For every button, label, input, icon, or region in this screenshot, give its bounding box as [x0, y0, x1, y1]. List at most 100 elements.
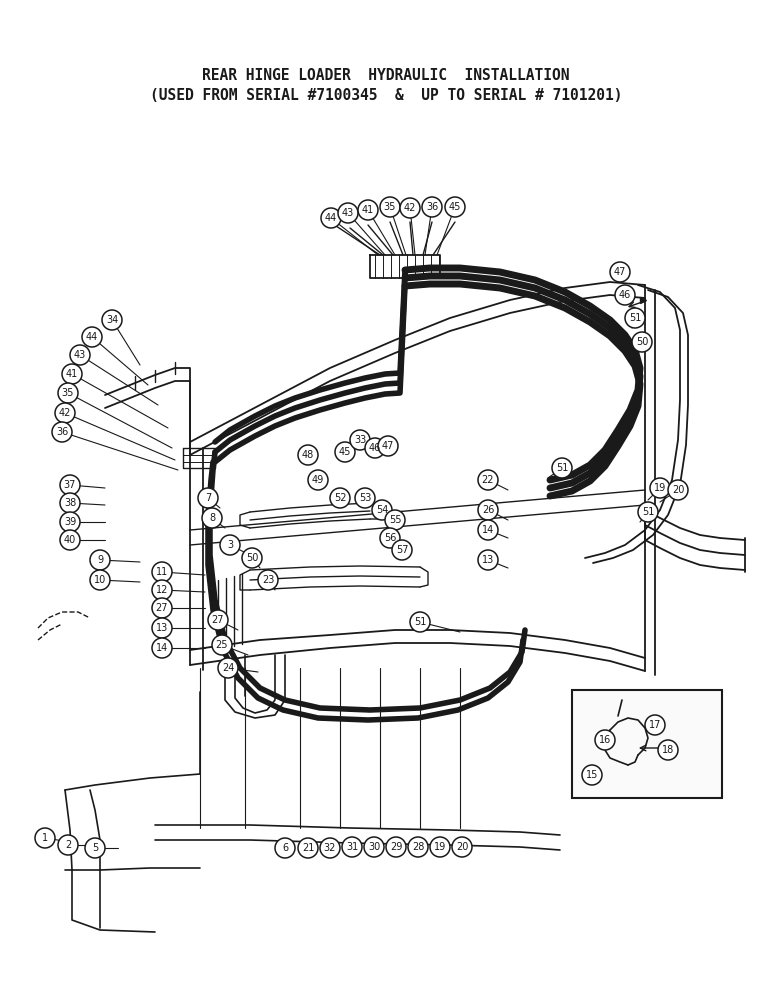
- Text: 20: 20: [455, 842, 468, 852]
- Circle shape: [372, 500, 392, 520]
- Circle shape: [385, 510, 405, 530]
- Text: 39: 39: [64, 517, 76, 527]
- Text: 22: 22: [482, 475, 494, 485]
- Text: 38: 38: [64, 498, 76, 508]
- Circle shape: [320, 838, 340, 858]
- Text: 21: 21: [302, 843, 314, 853]
- Text: 2: 2: [65, 840, 71, 850]
- Text: 34: 34: [106, 315, 118, 325]
- Circle shape: [60, 493, 80, 513]
- Circle shape: [650, 478, 670, 498]
- Text: 32: 32: [323, 843, 336, 853]
- Circle shape: [198, 488, 218, 508]
- Circle shape: [400, 198, 420, 218]
- Circle shape: [275, 838, 295, 858]
- Text: 53: 53: [359, 493, 371, 503]
- Text: 7: 7: [205, 493, 211, 503]
- Text: 45: 45: [339, 447, 351, 457]
- Text: 30: 30: [368, 842, 380, 852]
- Text: 13: 13: [482, 555, 494, 565]
- Circle shape: [308, 470, 328, 490]
- Text: 19: 19: [434, 842, 446, 852]
- Text: 33: 33: [354, 435, 366, 445]
- Circle shape: [152, 598, 172, 618]
- Circle shape: [430, 837, 450, 857]
- Circle shape: [60, 475, 80, 495]
- Circle shape: [35, 828, 55, 848]
- Circle shape: [258, 570, 278, 590]
- Circle shape: [330, 488, 350, 508]
- Text: 13: 13: [156, 623, 168, 633]
- Text: 43: 43: [342, 208, 354, 218]
- Text: 20: 20: [672, 485, 684, 495]
- Text: 47: 47: [614, 267, 626, 277]
- Circle shape: [380, 197, 400, 217]
- Circle shape: [335, 442, 355, 462]
- Text: 3: 3: [227, 540, 233, 550]
- Text: 27: 27: [156, 603, 168, 613]
- Circle shape: [632, 332, 652, 352]
- Circle shape: [90, 570, 110, 590]
- Text: 8: 8: [209, 513, 215, 523]
- Text: 51: 51: [414, 617, 426, 627]
- Circle shape: [208, 610, 228, 630]
- Text: 16: 16: [599, 735, 611, 745]
- Text: 51: 51: [629, 313, 642, 323]
- Circle shape: [478, 550, 498, 570]
- Circle shape: [218, 658, 238, 678]
- Circle shape: [638, 502, 658, 522]
- Circle shape: [298, 445, 318, 465]
- Circle shape: [552, 458, 572, 478]
- Circle shape: [410, 612, 430, 632]
- Text: 15: 15: [586, 770, 598, 780]
- Circle shape: [452, 837, 472, 857]
- Circle shape: [152, 638, 172, 658]
- Text: 41: 41: [362, 205, 374, 215]
- Circle shape: [615, 285, 635, 305]
- Circle shape: [645, 715, 665, 735]
- Text: 55: 55: [389, 515, 401, 525]
- Text: 49: 49: [312, 475, 324, 485]
- Text: 36: 36: [426, 202, 438, 212]
- Text: 1: 1: [42, 833, 48, 843]
- Text: 23: 23: [262, 575, 274, 585]
- Circle shape: [85, 838, 105, 858]
- Text: 14: 14: [156, 643, 168, 653]
- Circle shape: [298, 838, 318, 858]
- Circle shape: [355, 488, 375, 508]
- Text: 9: 9: [97, 555, 103, 565]
- Circle shape: [610, 262, 630, 282]
- Text: 31: 31: [346, 842, 358, 852]
- Circle shape: [445, 197, 465, 217]
- Text: 48: 48: [302, 450, 314, 460]
- Text: 5: 5: [92, 843, 98, 853]
- Text: 52: 52: [334, 493, 347, 503]
- Text: 25: 25: [215, 640, 229, 650]
- Circle shape: [321, 208, 341, 228]
- Circle shape: [152, 580, 172, 600]
- Circle shape: [422, 197, 442, 217]
- Text: 54: 54: [376, 505, 388, 515]
- Circle shape: [212, 635, 232, 655]
- Text: 46: 46: [369, 443, 381, 453]
- Circle shape: [625, 308, 645, 328]
- Circle shape: [378, 436, 398, 456]
- Text: 50: 50: [245, 553, 258, 563]
- Text: 41: 41: [66, 369, 78, 379]
- Text: 19: 19: [654, 483, 666, 493]
- Text: 51: 51: [642, 507, 654, 517]
- Circle shape: [102, 310, 122, 330]
- Circle shape: [358, 200, 378, 220]
- Circle shape: [55, 403, 75, 423]
- Text: 17: 17: [648, 720, 661, 730]
- Text: 29: 29: [390, 842, 402, 852]
- Text: 18: 18: [662, 745, 674, 755]
- Text: 42: 42: [59, 408, 71, 418]
- Text: 35: 35: [384, 202, 396, 212]
- Bar: [572, 690, 722, 798]
- Circle shape: [668, 480, 688, 500]
- Circle shape: [392, 540, 412, 560]
- Text: 42: 42: [404, 203, 416, 213]
- Circle shape: [152, 562, 172, 582]
- Circle shape: [380, 528, 400, 548]
